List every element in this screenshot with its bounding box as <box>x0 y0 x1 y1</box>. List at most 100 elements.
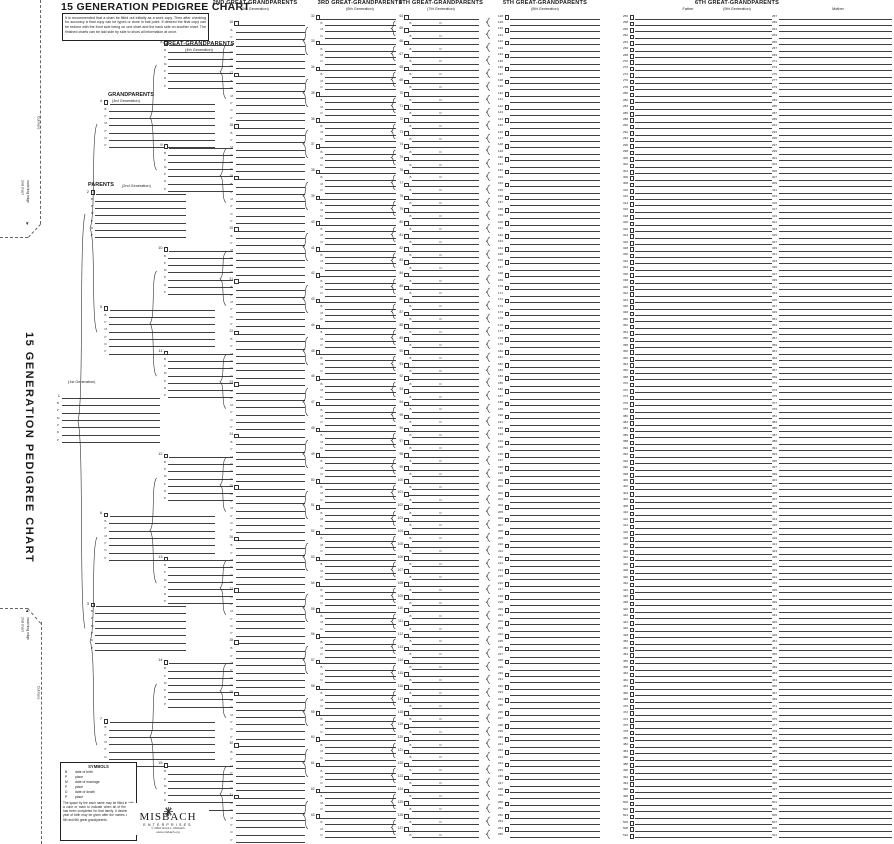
completion-checkbox[interactable] <box>629 356 635 362</box>
completion-checkbox[interactable] <box>504 92 510 98</box>
name-line[interactable] <box>779 624 892 626</box>
name-line[interactable] <box>320 456 396 458</box>
death-date-line[interactable] <box>62 434 160 436</box>
marriage-date-line[interactable] <box>236 562 305 563</box>
birth-death-line[interactable] <box>412 733 479 735</box>
completion-checkbox[interactable] <box>315 556 321 562</box>
completion-checkbox[interactable] <box>629 647 635 652</box>
name-line[interactable] <box>510 663 600 664</box>
name-line[interactable] <box>779 366 892 368</box>
birth-death-line[interactable] <box>412 50 479 52</box>
completion-checkbox[interactable] <box>629 485 635 491</box>
completion-checkbox[interactable] <box>504 556 510 562</box>
completion-checkbox[interactable] <box>504 118 510 123</box>
birth-death-line[interactable] <box>412 308 479 310</box>
completion-checkbox[interactable] <box>404 736 409 742</box>
birth-date-line[interactable] <box>324 153 396 155</box>
marriage-date-line[interactable] <box>236 665 305 666</box>
birth-date-line[interactable] <box>168 154 233 156</box>
completion-checkbox[interactable] <box>103 306 109 311</box>
name-line[interactable] <box>635 695 772 696</box>
place-line[interactable] <box>236 620 305 622</box>
name-line[interactable] <box>510 289 600 290</box>
name-line[interactable] <box>779 553 892 555</box>
marriage-date-line[interactable] <box>324 572 396 574</box>
birth-date-line[interactable] <box>236 547 305 549</box>
name-line[interactable] <box>62 398 160 399</box>
completion-checkbox[interactable] <box>629 21 635 27</box>
birth-date-line[interactable] <box>324 566 396 568</box>
completion-checkbox[interactable] <box>504 414 510 420</box>
name-line[interactable] <box>169 560 233 561</box>
marriage-date-line[interactable] <box>324 598 396 600</box>
name-line[interactable] <box>510 308 600 310</box>
completion-checkbox[interactable] <box>629 814 635 820</box>
name-line[interactable] <box>409 379 479 380</box>
marriage-date-line[interactable] <box>236 716 305 718</box>
completion-checkbox[interactable] <box>234 330 239 336</box>
completion-checkbox[interactable] <box>629 698 635 704</box>
completion-checkbox[interactable] <box>629 788 635 794</box>
name-line[interactable] <box>239 385 305 387</box>
marriage-date-line[interactable] <box>168 169 233 170</box>
death-date-line[interactable] <box>324 734 396 735</box>
completion-checkbox[interactable] <box>404 27 409 33</box>
name-line[interactable] <box>635 656 772 658</box>
name-line[interactable] <box>510 579 600 580</box>
name-line[interactable] <box>779 766 892 767</box>
completion-checkbox[interactable] <box>404 298 409 304</box>
completion-checkbox[interactable] <box>629 195 635 201</box>
place-line[interactable] <box>236 724 305 725</box>
name-line[interactable] <box>779 327 892 329</box>
marriage-date-line[interactable] <box>236 458 305 460</box>
completion-checkbox[interactable] <box>315 15 321 20</box>
name-line[interactable] <box>635 527 772 529</box>
name-line[interactable] <box>169 457 233 458</box>
completion-checkbox[interactable] <box>234 743 239 748</box>
name-line[interactable] <box>635 282 772 284</box>
name-line[interactable] <box>320 663 396 664</box>
place-line[interactable] <box>168 603 233 604</box>
completion-checkbox[interactable] <box>404 827 409 832</box>
completion-checkbox[interactable] <box>504 453 510 459</box>
completion-checkbox[interactable] <box>404 53 409 59</box>
completion-checkbox[interactable] <box>629 750 635 755</box>
completion-checkbox[interactable] <box>504 311 510 317</box>
completion-checkbox[interactable] <box>629 659 635 665</box>
completion-checkbox[interactable] <box>404 388 409 394</box>
name-line[interactable] <box>510 24 600 26</box>
birth-date-line[interactable] <box>95 613 186 614</box>
completion-checkbox[interactable] <box>504 40 510 46</box>
completion-checkbox[interactable] <box>315 195 321 201</box>
name-line[interactable] <box>320 482 396 484</box>
name-line[interactable] <box>409 237 479 239</box>
name-line[interactable] <box>510 817 600 819</box>
birth-death-line[interactable] <box>412 450 479 451</box>
name-line[interactable] <box>320 18 396 20</box>
completion-checkbox[interactable] <box>90 602 96 608</box>
death-date-line[interactable] <box>95 230 186 231</box>
death-date-line[interactable] <box>324 140 396 142</box>
birth-death-line[interactable] <box>412 708 479 709</box>
marriage-date-line[interactable] <box>324 701 396 703</box>
death-date-line[interactable] <box>168 80 233 82</box>
birth-death-line[interactable] <box>412 372 479 374</box>
completion-checkbox[interactable] <box>404 40 409 46</box>
place-line[interactable] <box>236 554 305 556</box>
completion-checkbox[interactable] <box>404 556 409 562</box>
name-line[interactable] <box>510 785 600 787</box>
name-line[interactable] <box>635 173 772 174</box>
name-line[interactable] <box>779 476 892 477</box>
completion-checkbox[interactable] <box>315 762 321 768</box>
completion-checkbox[interactable] <box>629 460 635 465</box>
completion-checkbox[interactable] <box>629 692 635 697</box>
place-line[interactable] <box>168 500 233 501</box>
name-line[interactable] <box>779 792 892 793</box>
name-line[interactable] <box>320 379 396 381</box>
birth-death-line[interactable] <box>412 244 479 245</box>
name-line[interactable] <box>510 811 600 812</box>
name-line[interactable] <box>635 115 772 116</box>
name-line[interactable] <box>635 63 772 65</box>
place-line[interactable] <box>236 156 305 158</box>
birth-death-line[interactable] <box>412 102 479 103</box>
